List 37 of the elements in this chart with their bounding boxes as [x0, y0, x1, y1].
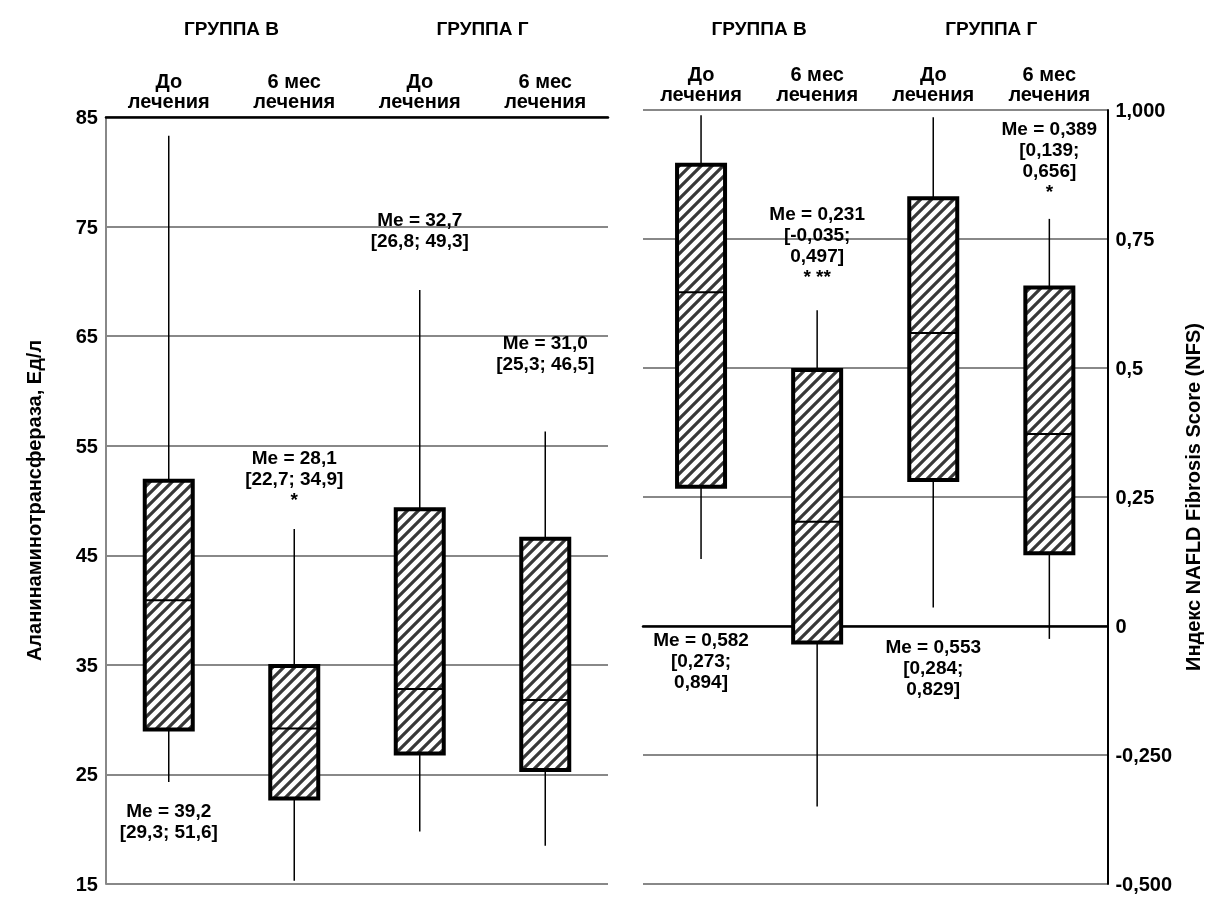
annotation: Me = 0,582 [0,273; 0,894] — [653, 628, 749, 692]
y-tick-label: 65 — [75, 325, 98, 348]
y2-tick-label: 0,25 — [1115, 486, 1155, 508]
text: ГРУППА В — [711, 18, 807, 39]
y-tick-label: 55 — [75, 434, 98, 457]
y2-tick-label: 0 — [1115, 615, 1127, 637]
y2-axis-title: Индекс NAFLD Fibrosis Score (NFS) — [1182, 323, 1204, 671]
y-tick-label: 45 — [75, 544, 98, 567]
y-tick-label: 25 — [75, 763, 98, 786]
x-tick-label: До лечения — [892, 63, 975, 105]
annotation: Me = 0,231 [-0,035; 0,497] * ** — [769, 202, 866, 287]
y2-tick-label: 0,75 — [1115, 228, 1155, 250]
y-axis-title: Аланинаминотрансфераза, Ед/л — [23, 339, 45, 662]
annotation: Me = 0,389 [0,139; 0,656] * — [1001, 117, 1098, 202]
x-tick-label: До лечения — [378, 70, 461, 112]
text: ГРУППА В — [183, 18, 280, 39]
x-tick-label: До лечения — [127, 70, 210, 112]
text: ГРУППА Г — [436, 18, 529, 39]
y2-tick-label: -0,250 — [1115, 744, 1173, 766]
y-tick-label: 75 — [75, 215, 98, 238]
y2-tick-label: 1,000 — [1115, 99, 1166, 121]
annotation: Me = 31,0 [25,3; 46,5] — [496, 331, 595, 374]
x-tick-label: 6 мес лечения — [776, 63, 859, 105]
y2-tick-label: -0,500 — [1115, 873, 1173, 895]
y-tick-label: 15 — [75, 873, 98, 895]
x-tick-label: 6 мес лечения — [1008, 63, 1091, 105]
y2-tick-label: 0,5 — [1115, 357, 1144, 379]
x-tick-label: До лечения — [660, 63, 742, 105]
annotation: Me = 32,7 [26,8; 49,3] — [370, 209, 469, 252]
annotation: Me = 39,2 [29,3; 51,6] — [119, 799, 218, 842]
annotation: Me = 0,553 [0,284; 0,829] — [885, 636, 982, 700]
y-tick-label: 35 — [75, 653, 98, 676]
x-tick-label: 6 мес лечения — [504, 70, 587, 112]
y-tick-label: 85 — [75, 106, 98, 128]
x-tick-label: 6 мес лечения — [253, 70, 336, 112]
text: ГРУППА Г — [945, 18, 1038, 39]
annotation: Me = 28,1 [22,7; 34,9] * — [245, 446, 344, 510]
